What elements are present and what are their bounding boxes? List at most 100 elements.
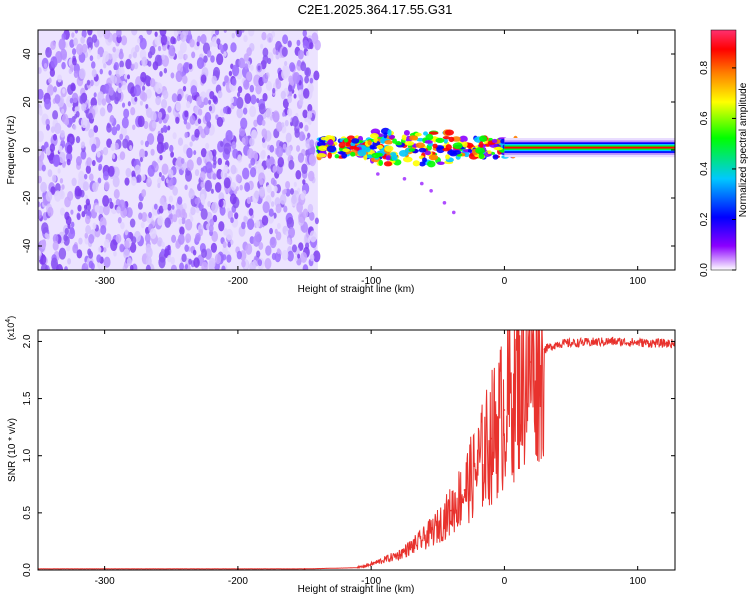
spectrogram-noise-blob (163, 67, 168, 74)
spectrogram-noise-blob (67, 191, 74, 202)
spectrogram-y-tick-label: 0 (22, 147, 33, 153)
spectrogram-noise-blob (309, 254, 315, 262)
spectrogram-noise-blob (194, 197, 199, 205)
snr-data-point (463, 489, 466, 491)
spectrogram-noise-blob (167, 203, 172, 211)
spectrogram-noise-blob (149, 78, 156, 88)
spectrogram-noise-blob (234, 212, 239, 220)
spectrogram-noise-blob (159, 197, 165, 206)
spectrogram-noise-blob (66, 244, 71, 252)
spectrogram-noise-blob (120, 35, 128, 46)
spectrogram-noise-blob (190, 206, 196, 216)
spectrogram-noise-blob (128, 53, 132, 60)
spectrogram-noise-blob (72, 57, 77, 66)
spectrogram-noise-blob (160, 248, 165, 256)
spectrogram-noise-blob (297, 253, 301, 259)
spectrogram-noise-blob (283, 188, 287, 194)
spectrogram-noise-blob (291, 194, 297, 205)
spectrogram-signal-blob (418, 147, 427, 153)
spectrogram-noise-blob (126, 74, 131, 80)
spectrogram-noise-blob (93, 125, 99, 133)
spectrogram-noise-blob (245, 243, 253, 255)
spectrogram-noise-blob (43, 62, 48, 69)
spectrogram-noise-blob (307, 203, 314, 213)
spectrogram-noise-blob (123, 248, 130, 260)
spectrogram-signal-blob (414, 132, 422, 137)
spectrogram-y-tick-label: -40 (22, 238, 33, 253)
spectrogram-signal-blob (419, 161, 426, 167)
spectrogram-noise-blob (229, 193, 237, 205)
spectrogram-noise-blob (103, 247, 107, 253)
spectrogram-noise-blob (268, 37, 272, 43)
spectrogram-noise-blob (211, 36, 219, 48)
spectrogram-noise-blob (258, 103, 266, 115)
spectrogram-noise-blob (254, 190, 260, 200)
spectrogram-noise-blob (176, 35, 181, 42)
snr-y-tick-label: 1.5 (22, 391, 33, 405)
spectrogram-noise-blob (194, 169, 200, 177)
snr-data-point (303, 568, 306, 570)
spectrogram-noise-blob (292, 71, 301, 84)
spectrogram-noise-blob (205, 150, 214, 163)
spectrogram-noise-blob (58, 38, 66, 51)
spectrogram-noise-blob (57, 74, 62, 83)
snr-data-point (423, 537, 426, 539)
colorbar-gradient (710, 29, 737, 271)
spectrogram-noise-blob (156, 237, 163, 247)
snr-data-point (543, 348, 546, 351)
spectrogram-noise-blob (208, 224, 214, 233)
spectrogram-noise-blob (230, 239, 234, 245)
spectrogram-noise-blob (273, 185, 278, 193)
spectrogram-noise-blob (222, 241, 227, 249)
spectrogram-noise-blob (235, 174, 241, 183)
spectrogram-noise-blob (139, 157, 143, 163)
spectrogram-noise-blob (156, 141, 165, 154)
spectrogram-noise-blob (96, 254, 102, 263)
spectrogram-noise-blob (275, 79, 282, 90)
spectrogram-noise-blob (131, 236, 137, 245)
spectrogram-noise-blob (159, 70, 163, 77)
spectrogram-noise-blob (209, 218, 215, 227)
spectrogram-noise-blob (226, 254, 232, 263)
spectrogram-noise-blob (265, 245, 272, 256)
spectrogram-noise-blob (167, 125, 171, 131)
spectrogram-noise-blob (71, 32, 75, 38)
spectrogram-noise-blob (91, 159, 96, 167)
spectrogram-noise-blob (137, 201, 143, 210)
spectrogram-noise-blob (111, 153, 116, 160)
spectrogram-noise-blob (53, 86, 57, 93)
spectrogram-signal-blob (478, 141, 484, 148)
spectrogram-noise-blob (252, 235, 260, 247)
spectrogram-signal-blob (493, 146, 504, 151)
spectrogram-noise-blob (133, 61, 139, 70)
snr-x-tick-label: -200 (228, 576, 248, 587)
spectrogram-noise-blob (197, 118, 202, 125)
spectrogram-noise-blob (55, 183, 61, 193)
spectrogram-noise-blob (260, 43, 264, 49)
spectrogram-noise-blob (205, 161, 213, 174)
spectrogram-noise-blob (285, 180, 291, 190)
spectrogram-noise-blob (58, 247, 67, 260)
spectrogram-noise-blob (212, 214, 218, 223)
spectrogram-noise-blob (87, 30, 93, 36)
spectrogram-noise-blob (38, 209, 43, 219)
spectrogram-xlabel: Height of straight line (km) (298, 284, 415, 295)
spectrogram-noise-blob (177, 233, 185, 245)
spectrogram-noise-blob (47, 169, 53, 178)
snr-multiplier-base: (x10 (6, 323, 16, 341)
spectrogram-noise-blob (200, 74, 207, 84)
spectrogram-x-tick-label: -100 (361, 276, 381, 287)
spectrogram-noise-blob (236, 250, 243, 260)
spectrogram-noise-blob (118, 82, 122, 88)
spectrogram-noise-blob (218, 221, 225, 232)
spectrogram-noise-blob (236, 96, 244, 109)
spectrogram-noise-blob (231, 64, 240, 77)
spectrogram-noise-blob (240, 117, 248, 130)
spectrogram-noise-blob (203, 97, 209, 106)
spectrogram-noise-blob (82, 181, 89, 192)
spectrogram-noise-blob (114, 96, 119, 105)
spectrogram-noise-blob (97, 246, 102, 253)
spectrogram-noise-blob (150, 148, 155, 156)
spectrogram-noise-blob (300, 61, 307, 72)
